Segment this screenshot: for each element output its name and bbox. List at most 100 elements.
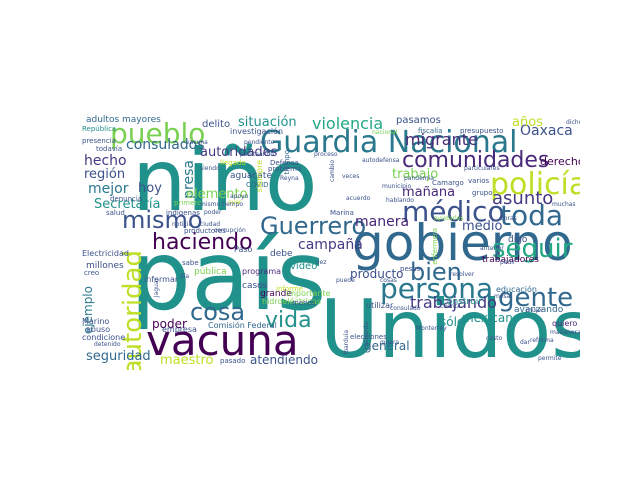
word-39: mañana bbox=[402, 185, 456, 200]
word-79: Marino bbox=[82, 317, 110, 326]
word-97: utilizar bbox=[366, 301, 394, 310]
word-25: violencia bbox=[312, 114, 384, 133]
word-155: Monterrey bbox=[416, 325, 447, 332]
word-84: fiscalía bbox=[418, 127, 443, 135]
word-49: general bbox=[364, 339, 410, 353]
word-121: detenido bbox=[94, 341, 121, 348]
word-10: médico bbox=[402, 195, 505, 228]
word-11: toda bbox=[500, 199, 564, 232]
word-103: menos bbox=[292, 299, 316, 307]
word-23: trabajando bbox=[410, 293, 497, 312]
word-129: ayudarles bbox=[434, 215, 464, 222]
word-142: siendo bbox=[200, 165, 220, 172]
word-149: puede bbox=[336, 277, 355, 284]
word-152: cuenta bbox=[440, 303, 461, 310]
word-98: Paso bbox=[234, 245, 253, 254]
word-54: delito bbox=[202, 119, 231, 130]
word-22: asunto bbox=[492, 188, 554, 209]
word-110: llegado bbox=[220, 159, 246, 167]
word-122: quiera bbox=[380, 339, 400, 346]
word-47: atendiendo bbox=[250, 353, 318, 367]
word-43: derecho bbox=[540, 155, 580, 168]
word-144: dar bbox=[520, 339, 530, 346]
word-71: hidroeléctricas bbox=[262, 297, 321, 306]
word-31: mejor bbox=[88, 181, 129, 197]
word-17: Guerrero bbox=[260, 212, 367, 240]
word-95: permite bbox=[538, 355, 562, 362]
word-46: maestro bbox=[160, 353, 214, 368]
word-139: mismo tiempo bbox=[200, 201, 244, 208]
word-104: informe bbox=[276, 285, 304, 293]
word-80: condicione bbox=[82, 333, 126, 342]
word-27: hecho bbox=[84, 153, 127, 169]
word-1: niño bbox=[132, 131, 318, 231]
word-125: mesa bbox=[494, 293, 511, 300]
word-73: educación bbox=[496, 285, 537, 294]
word-145: vez bbox=[316, 259, 327, 266]
word-24: migrante bbox=[405, 130, 478, 149]
word-123: Ibarduia bbox=[343, 330, 350, 355]
word-35: Secretaría bbox=[94, 197, 161, 212]
word-66: importante bbox=[286, 289, 331, 298]
word-136: nacional bbox=[372, 129, 398, 136]
word-85: presupuesto bbox=[460, 127, 504, 135]
word-62: pública bbox=[194, 267, 227, 277]
word-148: anterior bbox=[480, 245, 504, 252]
word-91: Camargo bbox=[432, 179, 464, 187]
word-29: autoridades bbox=[200, 145, 278, 160]
word-18: mismo bbox=[122, 206, 203, 234]
word-64: casos bbox=[242, 281, 268, 291]
word-6: Guardia Nacional bbox=[260, 125, 518, 160]
word-93: grupo bbox=[472, 189, 493, 197]
word-108: productores bbox=[184, 227, 226, 235]
word-146: mañanera bbox=[550, 329, 580, 336]
word-38: medio bbox=[462, 219, 503, 234]
word-45: seguridad bbox=[86, 349, 151, 364]
word-21: vida bbox=[265, 308, 312, 333]
word-42: años bbox=[512, 115, 543, 130]
word-60: millones bbox=[86, 261, 124, 271]
word-82: presencia bbox=[82, 137, 116, 145]
word-61: Electricidad bbox=[82, 249, 129, 258]
word-74: trabajadores bbox=[482, 255, 539, 265]
word-99: sabe bbox=[182, 259, 199, 267]
word-128: hablando bbox=[386, 197, 414, 204]
word-112: apoyo bbox=[230, 193, 249, 200]
word-75: avanzando bbox=[514, 305, 564, 315]
word-48: producto bbox=[350, 267, 404, 281]
word-8: policía bbox=[490, 167, 580, 202]
word-83: todavía bbox=[96, 145, 123, 153]
word-37: manera bbox=[355, 214, 410, 230]
word-68: debe bbox=[270, 249, 293, 259]
word-113: ciudad bbox=[200, 221, 221, 228]
word-3: gobierno bbox=[352, 214, 573, 272]
word-143: vacuna bbox=[186, 139, 208, 146]
word-53: adultos mayores bbox=[86, 115, 161, 125]
word-92: varios bbox=[468, 177, 490, 185]
word-124: muchas bbox=[552, 201, 576, 208]
word-44: poder bbox=[152, 317, 187, 331]
word-138: indígenas bbox=[166, 209, 200, 217]
word-118: veces bbox=[342, 173, 360, 180]
word-cloud: niño país gobierno Unidos vacuna Guardia Naci… bbox=[80, 110, 580, 370]
word-135: cosas bbox=[380, 277, 397, 284]
word-89: pendiente bbox=[244, 139, 275, 146]
word-111: ayer bbox=[228, 199, 242, 206]
word-153: resolver bbox=[450, 271, 475, 278]
word-105: pesos bbox=[400, 265, 421, 273]
word-133: primero bbox=[174, 199, 202, 207]
word-7: pueblo bbox=[110, 117, 206, 150]
word-58: COVID bbox=[246, 181, 269, 189]
word-26: situación bbox=[238, 115, 297, 130]
word-32: hoy bbox=[138, 181, 162, 196]
word-102: creo bbox=[84, 269, 100, 277]
word-90: problema bbox=[268, 165, 302, 173]
word-28: consulados bbox=[126, 137, 205, 153]
word-30: región bbox=[84, 167, 126, 182]
word-96: informar bbox=[144, 275, 179, 284]
word-65: grande bbox=[260, 289, 292, 299]
word-41: Oaxaca bbox=[520, 123, 573, 139]
word-16: gente bbox=[498, 283, 574, 313]
word-77: digo bbox=[508, 235, 528, 245]
word-56: investigación bbox=[230, 127, 284, 136]
